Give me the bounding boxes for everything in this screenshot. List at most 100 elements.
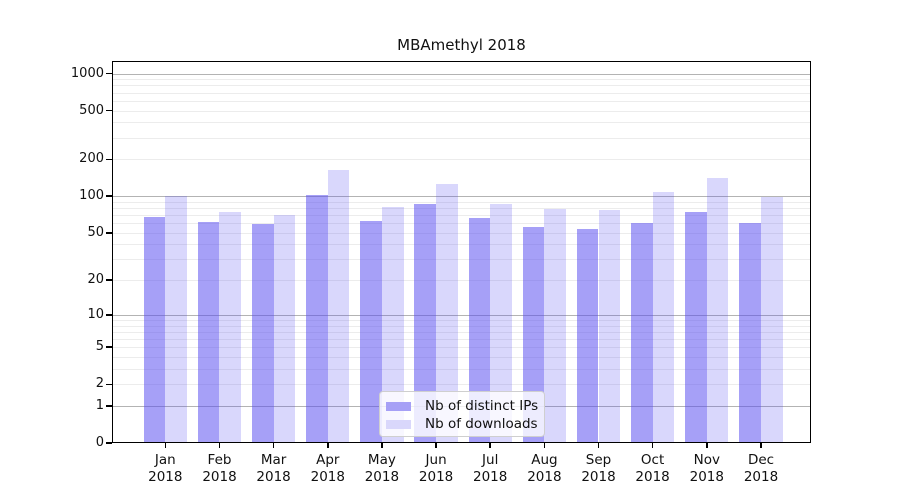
bar-downloads (490, 203, 512, 443)
y-axis-tick (106, 232, 112, 234)
x-axis-tick-label: May 2018 (364, 452, 400, 485)
legend-row-ips: Nb of distinct IPs (386, 397, 544, 415)
y-axis-tick (106, 158, 112, 161)
y-axis-tick (106, 383, 112, 385)
x-axis-tick-label: Mar 2018 (256, 452, 291, 485)
gridline-major (112, 196, 811, 198)
x-axis-tick-label: Jul 2018 (473, 452, 508, 485)
y-axis-tick-label: 2 (95, 376, 104, 392)
bar-downloads (327, 170, 350, 443)
bar-downloads (544, 209, 567, 443)
bar-downloads (165, 196, 187, 443)
x-axis-tick-label: Jun 2018 (418, 452, 454, 485)
gridline-minor (112, 92, 811, 94)
y-axis-tick-label: 500 (79, 102, 104, 118)
bar-distinct-ips (143, 217, 166, 443)
plot-area (112, 61, 811, 443)
legend-swatch-downloads-icon (386, 419, 411, 429)
y-axis-tick-label: 1 (95, 397, 104, 413)
gridline-minor (112, 244, 811, 246)
bar-distinct-ips (685, 212, 707, 443)
gridline-minor (112, 325, 811, 327)
gridline-minor (112, 232, 811, 234)
x-axis-tick (651, 443, 654, 448)
gridline-minor (112, 208, 811, 209)
legend-label-ips: Nb of distinct IPs (425, 398, 539, 414)
x-axis-tick-label: Feb 2018 (202, 452, 237, 485)
bar-downloads (436, 183, 458, 443)
gridline-minor (112, 122, 811, 124)
gridline-minor (112, 356, 811, 358)
bar-distinct-ips (630, 223, 653, 443)
gridline-minor (112, 384, 811, 386)
gridline-minor (112, 85, 811, 87)
bar-distinct-ips (414, 203, 437, 443)
bar-distinct-ips (306, 194, 328, 443)
x-axis-tick (760, 443, 762, 448)
y-axis-tick (106, 442, 112, 444)
gridline-major (112, 314, 811, 316)
bar-distinct-ips (522, 226, 545, 443)
x-axis-tick-label: Aug 2018 (527, 452, 562, 485)
x-axis-tick (706, 443, 708, 448)
x-axis-tick (489, 443, 491, 448)
gridline-minor (112, 368, 811, 370)
y-axis-tick (106, 346, 112, 348)
y-axis-tick-label: 200 (79, 151, 104, 167)
gridline-minor (112, 137, 811, 139)
x-axis-tick (435, 443, 437, 448)
y-axis-tick (106, 314, 112, 316)
gridline-major (112, 73, 811, 75)
bar-downloads (598, 210, 621, 443)
gridline-minor (112, 79, 811, 81)
y-axis-tick-label: 5 (95, 339, 104, 355)
bar-downloads (273, 215, 296, 443)
gridline-minor (112, 331, 811, 333)
gridline-minor (112, 223, 811, 225)
x-axis-tick (218, 443, 221, 448)
x-axis-tick (327, 443, 329, 448)
gridline-minor (112, 100, 811, 102)
y-axis-tick (106, 279, 112, 281)
x-axis-tick-label: Nov 2018 (689, 452, 724, 485)
gridline-minor (112, 319, 811, 321)
gridline-minor (112, 201, 811, 203)
bar-downloads (760, 196, 783, 443)
gridline-minor (112, 347, 811, 349)
y-axis-tick (106, 109, 112, 112)
gridline-minor (112, 259, 811, 261)
legend-label-downloads: Nb of downloads (425, 416, 538, 432)
x-axis-tick-label: Oct 2018 (635, 452, 670, 485)
x-axis-tick (381, 443, 383, 448)
y-axis-tick-label: 0 (95, 435, 104, 450)
y-axis-tick (106, 405, 112, 407)
gridline-minor (112, 159, 811, 161)
y-axis-tick-label: 100 (79, 188, 104, 204)
x-axis-tick-label: Dec 2018 (743, 452, 779, 485)
legend-swatch-ips-icon (386, 401, 411, 411)
gridline-minor (112, 280, 811, 282)
legend: Nb of distinct IPs Nb of downloads (379, 391, 545, 437)
legend-row-downloads: Nb of downloads (386, 415, 544, 433)
x-axis-tick (543, 443, 546, 448)
bar-distinct-ips (360, 221, 382, 443)
bar-distinct-ips (468, 218, 491, 443)
y-axis-tick (106, 195, 112, 197)
x-axis-tick-label: Apr 2018 (310, 452, 345, 485)
bar-downloads (706, 178, 729, 443)
y-axis-tick-label: 20 (87, 272, 104, 288)
y-axis-tick (106, 72, 112, 75)
chart-title: MBAmethyl 2018 (397, 36, 526, 54)
bar-distinct-ips (576, 228, 599, 443)
bar-distinct-ips (739, 223, 761, 443)
gridline-minor (112, 215, 811, 216)
y-axis-tick-label: 1000 (70, 65, 104, 81)
gridline-minor (112, 338, 811, 340)
y-axis-tick-label: 50 (87, 224, 104, 240)
gridline-minor (112, 110, 811, 112)
x-axis-tick-label: Jan 2018 (148, 452, 183, 485)
y-axis-tick-label: 10 (87, 306, 104, 322)
x-axis-tick (597, 443, 600, 448)
bar-distinct-ips (251, 224, 274, 443)
x-axis-tick-label: Sep 2018 (581, 452, 616, 485)
